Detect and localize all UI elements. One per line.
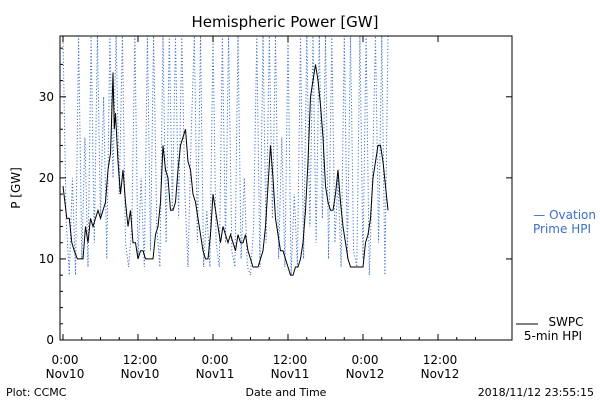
legend-ovation-line2: Prime HPI [533,222,591,236]
y-tick-label: 30 [39,90,54,104]
x-tick-label-time: 0:00 [352,353,379,367]
y-axis-label: P [GW] [9,167,23,209]
y-axis: 0 10 20 30 [39,47,512,347]
y-tick-label: 0 [46,333,54,347]
series-layer [62,36,389,276]
series-line-swpc-5-min-hpi [62,64,389,276]
x-tick-label-time: 0:00 [202,353,229,367]
x-tick-label-time: 12:00 [423,353,458,367]
y-tick-label: 20 [39,171,54,185]
x-tick-label-time: 12:00 [123,353,158,367]
plot-area [62,36,389,276]
x-tick-label-date: Nov10 [46,367,85,381]
x-tick-label-date: Nov11 [271,367,310,381]
plot-timestamp: 2018/11/12 23:55:15 [478,386,594,399]
chart-title: Hemispheric Power [GW] [192,13,379,31]
legend-ovation: — Ovation Prime HPI [533,208,596,236]
legend-swpc: SWPC 5-min HPI [516,315,584,343]
legend-swpc-line2: 5-min HPI [524,329,582,343]
x-axis: 0:00Nov1012:00Nov100:00Nov1112:00Nov110:… [46,36,476,381]
plot-credit: Plot: CCMC [6,386,67,399]
x-tick-label-date: Nov11 [196,367,235,381]
x-tick-label-date: Nov10 [121,367,160,381]
x-tick-label-time: 12:00 [273,353,308,367]
y-tick-label: 10 [39,252,54,266]
legend-swpc-line1: SWPC [548,315,583,329]
legend-ovation-line1: — Ovation [533,208,596,222]
x-tick-label-date: Nov12 [421,367,460,381]
x-tick-label-date: Nov12 [346,367,385,381]
x-axis-label: Date and Time [246,386,327,399]
series-line-ovation-prime-hpi [62,36,389,276]
x-tick-label-time: 0:00 [52,353,79,367]
plot-frame [59,35,513,341]
